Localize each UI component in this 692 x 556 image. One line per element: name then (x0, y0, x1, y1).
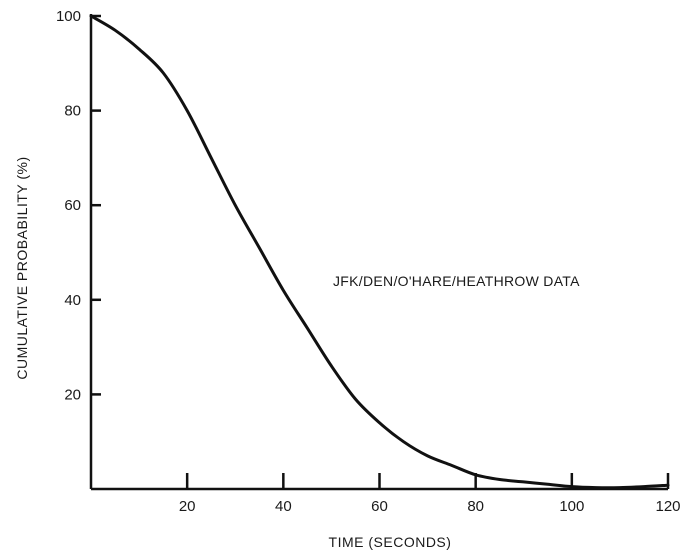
x-tick-label: 100 (559, 498, 584, 515)
y-tick-label: 40 (64, 292, 81, 309)
series-line (89, 14, 670, 490)
x-axis-title: TIME (SECONDS) (329, 534, 452, 550)
x-tick-label: 40 (275, 498, 292, 515)
x-tick-label: 80 (467, 498, 484, 515)
y-tick-label: 100 (56, 8, 81, 25)
x-tick-label: 120 (655, 498, 680, 515)
ticks: 20 40 60 80 100 120 20 40 60 80 100 (56, 8, 681, 515)
y-tick-label: 20 (64, 386, 81, 403)
axes (89, 14, 668, 491)
x-tick-label: 60 (371, 498, 388, 515)
y-tick-label: 60 (64, 197, 81, 214)
y-axis-title: CUMULATIVE PROBABILITY (%) (14, 156, 30, 379)
series-annotation: JFK/DEN/O'HARE/HEATHROW DATA (333, 273, 580, 289)
y-tick-label: 80 (64, 103, 81, 120)
series (89, 14, 670, 490)
x-tick-label: 20 (179, 498, 196, 515)
